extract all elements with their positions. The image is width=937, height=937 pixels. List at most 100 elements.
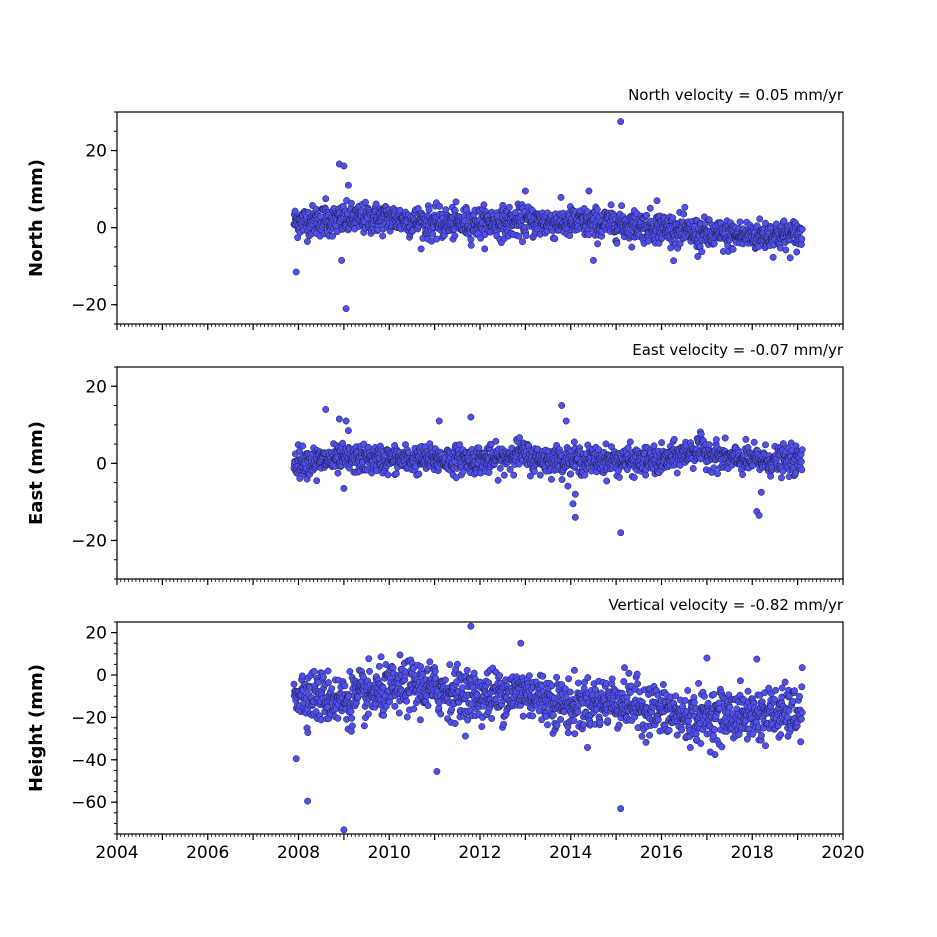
east-point xyxy=(673,469,681,477)
height-point xyxy=(432,674,440,682)
north-point xyxy=(681,203,689,211)
height-point xyxy=(354,693,362,701)
east-outlier-point xyxy=(340,484,348,492)
height-point xyxy=(500,720,508,728)
north-point xyxy=(425,206,433,214)
north-point xyxy=(467,236,475,243)
height-point xyxy=(642,738,650,746)
height-point xyxy=(791,687,798,695)
height-point xyxy=(695,679,703,687)
height-point xyxy=(608,675,616,683)
north-point xyxy=(515,232,523,240)
height-velocity-label: Vertical velocity = -0.82 mm/yr xyxy=(608,596,843,614)
height-points xyxy=(290,622,806,834)
height-point xyxy=(395,709,403,717)
north-point xyxy=(519,238,526,246)
height-point xyxy=(544,721,551,729)
east-point xyxy=(570,438,578,446)
height-point xyxy=(451,720,459,727)
height-point xyxy=(389,664,397,672)
east-outlier-point xyxy=(335,415,343,423)
height-point xyxy=(604,717,612,725)
east-y-tick-label: −20 xyxy=(71,531,107,551)
height-point xyxy=(539,672,547,680)
east-point xyxy=(558,476,566,484)
height-point xyxy=(718,743,726,751)
east-point xyxy=(516,434,523,442)
east-y-tick-label: 0 xyxy=(96,454,107,474)
height-point xyxy=(403,697,411,705)
height-y-axis-label: Height (mm) xyxy=(26,664,47,792)
east-outlier-point xyxy=(558,402,566,409)
height-x-ticks: 2004 2006 2008 2010 2012 2014 2016 2018 2020 xyxy=(95,834,865,863)
height-outlier-point xyxy=(753,655,761,663)
north-point xyxy=(798,235,806,243)
east-point xyxy=(485,469,493,476)
height-point xyxy=(478,723,486,731)
height-point xyxy=(685,717,692,725)
x-tick-label: 2008 xyxy=(277,843,320,863)
east-point xyxy=(334,469,342,477)
height-point xyxy=(797,715,805,723)
east-point xyxy=(705,441,713,449)
north-point xyxy=(551,235,559,243)
east-point xyxy=(626,438,634,446)
height-point xyxy=(348,714,356,722)
height-point xyxy=(410,705,418,713)
height-point xyxy=(634,680,642,688)
height-point xyxy=(441,676,449,684)
height-point xyxy=(700,692,708,700)
north-outlier-point xyxy=(617,118,625,126)
east-point xyxy=(392,470,400,477)
east-point xyxy=(778,474,785,482)
east-point xyxy=(496,464,504,472)
height-point xyxy=(681,696,689,704)
east-point xyxy=(567,470,575,478)
height-point xyxy=(574,679,582,687)
height-point xyxy=(744,687,752,695)
north-point xyxy=(607,201,615,209)
height-point xyxy=(485,679,493,687)
height-point xyxy=(304,729,312,737)
north-point xyxy=(755,243,763,251)
north-outlier-point xyxy=(338,256,346,264)
north-point xyxy=(347,199,355,207)
height-point xyxy=(711,726,719,734)
height-outlier-point xyxy=(517,639,525,647)
east-point xyxy=(492,437,500,445)
height-point xyxy=(736,677,744,685)
height-point xyxy=(437,710,445,718)
height-point xyxy=(797,738,805,746)
height-point xyxy=(798,709,806,717)
height-point xyxy=(621,664,628,672)
north-point xyxy=(646,204,654,212)
height-point xyxy=(762,742,769,750)
east-outlier-point xyxy=(569,500,577,508)
east-outlier-point xyxy=(562,417,570,425)
height-point xyxy=(298,672,306,680)
north-point xyxy=(628,243,636,251)
north-point xyxy=(793,248,801,256)
north-point xyxy=(710,240,718,247)
height-point xyxy=(690,699,698,706)
height-outlier-point xyxy=(467,622,475,630)
height-point xyxy=(697,740,705,747)
height-point xyxy=(380,711,388,719)
north-point xyxy=(680,210,688,218)
height-point xyxy=(777,731,785,739)
north-point xyxy=(594,240,602,248)
height-point xyxy=(341,682,349,690)
height-point xyxy=(711,751,719,759)
height-point xyxy=(365,655,373,663)
east-y-ticks: −20 0 20 xyxy=(71,366,117,580)
height-point xyxy=(470,669,478,677)
height-point xyxy=(684,687,692,694)
east-point xyxy=(564,482,572,490)
height-point xyxy=(453,660,461,668)
height-point xyxy=(704,699,712,707)
north-point xyxy=(362,198,369,206)
east-point xyxy=(670,435,678,443)
height-point xyxy=(310,667,318,675)
north-point xyxy=(736,218,744,226)
height-point xyxy=(566,688,574,696)
